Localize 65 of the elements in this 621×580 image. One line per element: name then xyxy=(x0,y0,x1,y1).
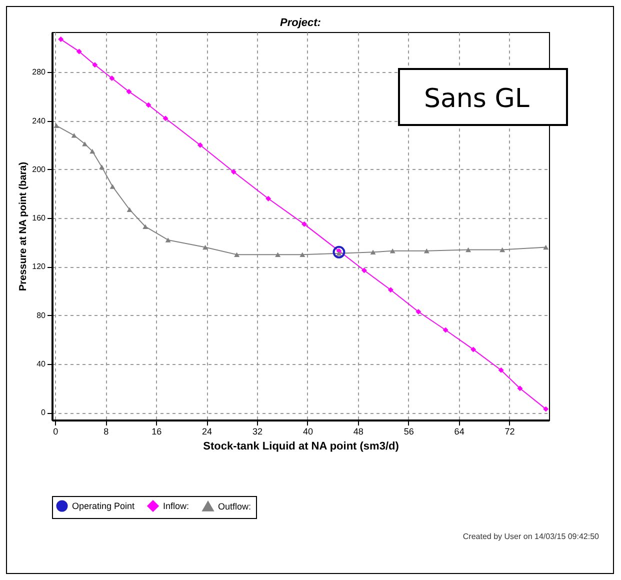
point xyxy=(424,248,430,254)
y-tick-label: 40 xyxy=(36,360,46,369)
point xyxy=(99,164,105,170)
y-tick-label: 280 xyxy=(32,68,46,77)
x-tick-label: 16 xyxy=(152,426,162,436)
point xyxy=(162,116,168,122)
annotation: Sans GL xyxy=(398,68,568,126)
point xyxy=(517,386,523,392)
point xyxy=(109,75,115,81)
x-axis-title: Stock-tank Liquid at NA point (sm3/d) xyxy=(203,440,400,452)
point xyxy=(146,102,152,108)
x-tick-label: 48 xyxy=(353,426,364,436)
chart-title: Project: xyxy=(280,17,322,29)
y-tick-label: 80 xyxy=(36,310,46,320)
x-tick-label: 0 xyxy=(53,426,58,436)
point xyxy=(82,142,88,146)
y-tick-label: 200 xyxy=(32,164,46,174)
point xyxy=(442,327,448,333)
point xyxy=(126,207,132,212)
point xyxy=(142,224,148,229)
point xyxy=(543,244,549,250)
point xyxy=(390,248,396,254)
x-tick-label: 8 xyxy=(104,426,109,436)
point xyxy=(54,123,60,128)
x-tick-label: 24 xyxy=(202,426,212,436)
point xyxy=(275,252,281,257)
y-tick-label: 240 xyxy=(32,116,46,126)
point xyxy=(543,406,549,412)
point xyxy=(165,238,171,242)
point xyxy=(361,268,367,274)
point xyxy=(58,36,64,42)
point xyxy=(466,247,472,252)
point xyxy=(500,247,506,252)
x-tick-label: 64 xyxy=(454,426,464,436)
point xyxy=(302,221,308,227)
point xyxy=(92,62,98,68)
point xyxy=(71,133,77,138)
point xyxy=(498,367,504,373)
x-tick-label: 72 xyxy=(504,426,515,436)
point xyxy=(266,196,272,202)
x-tick-label: 32 xyxy=(252,426,262,436)
point xyxy=(370,250,376,255)
y-axis-title: Pressure at NA point (bara) xyxy=(18,162,30,292)
point xyxy=(300,252,306,257)
point xyxy=(416,309,422,314)
text: Created by User on 14/03/15 09:42:50 xyxy=(462,532,599,541)
point xyxy=(76,48,82,54)
legend-label: Inflow: xyxy=(163,501,190,511)
y-tick-label: 120 xyxy=(32,262,46,272)
point xyxy=(470,346,476,352)
y-tick-label: 0 xyxy=(41,408,46,418)
x-tick-label: 40 xyxy=(302,426,313,436)
point xyxy=(126,88,132,94)
point xyxy=(332,246,346,258)
point xyxy=(90,148,96,154)
point xyxy=(202,244,208,250)
point xyxy=(197,142,203,148)
point xyxy=(230,169,236,175)
legend-label: Outflow: xyxy=(218,501,252,512)
point xyxy=(234,252,240,257)
point xyxy=(110,184,116,189)
point xyxy=(388,287,394,293)
y-tick-label: 160 xyxy=(32,214,46,223)
legend-label: Operating Point xyxy=(72,501,136,511)
x-tick-label: 56 xyxy=(404,426,414,436)
